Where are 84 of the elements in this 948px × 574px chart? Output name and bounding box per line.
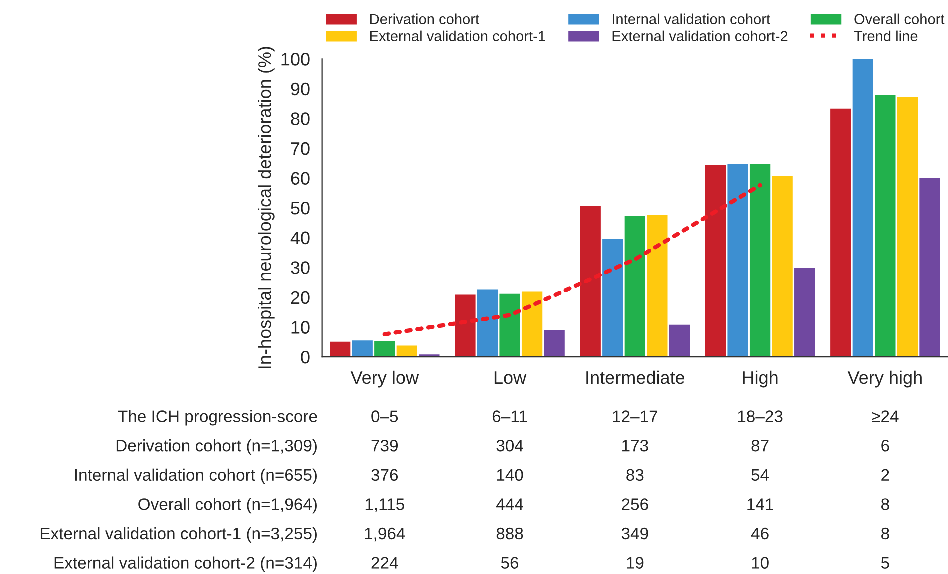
text: 56 (501, 557, 519, 569)
bar (455, 294, 476, 358)
bar (897, 98, 918, 358)
y-tick-label: 90 (291, 82, 310, 96)
text: 141 (748, 498, 774, 510)
bar (374, 342, 396, 358)
text: 46 (751, 528, 769, 540)
y-tick-label: 80 (291, 112, 310, 126)
text: 1,115 (366, 498, 404, 512)
bar (647, 215, 668, 358)
y-tick-label: 0 (301, 350, 310, 364)
text: 54 (752, 469, 770, 482)
bar (544, 330, 565, 358)
y-tick-label: 70 (291, 142, 310, 156)
bar (750, 164, 771, 358)
x-tick-label: Intermediate (586, 370, 685, 384)
x-tick-label: Very low (350, 370, 420, 388)
bar (477, 290, 498, 358)
y-tick-label: 20 (291, 291, 310, 304)
text: 0–5 (372, 410, 398, 422)
text: The ICH progression-score (118, 410, 318, 426)
y-tick-label: 30 (291, 262, 310, 274)
text: 304 (496, 440, 524, 452)
text: 12–17 (613, 410, 658, 422)
text: 140 (497, 469, 524, 482)
bar (705, 165, 726, 358)
bar (602, 239, 624, 358)
text: 8 (882, 528, 890, 540)
text: 5 (881, 557, 890, 569)
legend-label: Overall cohort (854, 14, 945, 25)
y-tick-label: 50 (291, 202, 310, 215)
bar (830, 108, 852, 358)
text: 19 (627, 557, 644, 569)
y-tick-label: 10 (292, 321, 310, 334)
text: 376 (372, 469, 398, 482)
y-tick-label: 100 (282, 53, 310, 66)
bar (500, 294, 520, 358)
text: 18–23 (738, 410, 783, 422)
text: 173 (622, 440, 648, 452)
legend-label: Trend line (854, 30, 918, 42)
bar (669, 324, 690, 358)
text: 6 (882, 440, 890, 452)
text: ≥24 (872, 410, 899, 422)
bar (396, 346, 418, 358)
text: Overall cohort (n=1,964) (138, 498, 317, 514)
text: 8 (882, 498, 890, 510)
x-tick-label: High (743, 370, 778, 388)
y-axis-title: In-hospital neurological deterioration (%) (258, 47, 275, 368)
bar (522, 292, 543, 358)
bar (330, 342, 351, 358)
bar (772, 176, 793, 358)
y-tick-label: 60 (291, 172, 310, 186)
text: 10 (752, 557, 769, 569)
legend-label: External validation cohort-1 (370, 30, 546, 42)
legend-label: Internal validation cohort (612, 14, 770, 25)
text: 224 (372, 557, 398, 569)
text: 349 (622, 528, 648, 540)
text: 444 (496, 498, 524, 510)
legend-label: External validation cohort-2 (612, 30, 788, 42)
text: 739 (372, 440, 398, 452)
text: Internal validation cohort (n=655) (75, 468, 317, 484)
text: 1,964 (365, 528, 406, 542)
x-tick-label: Very high (848, 370, 922, 388)
text: Derivation cohort (n=1,309) (116, 440, 317, 456)
text: 6–11 (492, 410, 528, 422)
bar (352, 340, 373, 358)
text: 83 (626, 469, 644, 482)
text: 2 (882, 469, 890, 481)
line-series (382, 183, 762, 336)
x-tick-label: Low (494, 372, 527, 384)
text: External validation cohort-1 (n=3,255) (40, 527, 317, 543)
bar (794, 268, 816, 358)
legend-label: Derivation cohort (370, 14, 480, 25)
bar (875, 95, 896, 358)
text: 256 (622, 498, 648, 510)
text: External validation cohort-2 (n=314) (54, 556, 317, 572)
bar (624, 216, 646, 358)
text: 888 (496, 528, 524, 540)
bar (852, 59, 874, 358)
y-tick-label: 40 (290, 232, 310, 245)
text: 87 (752, 440, 769, 452)
bar (580, 206, 601, 358)
bar (920, 178, 940, 358)
bar (728, 164, 748, 358)
